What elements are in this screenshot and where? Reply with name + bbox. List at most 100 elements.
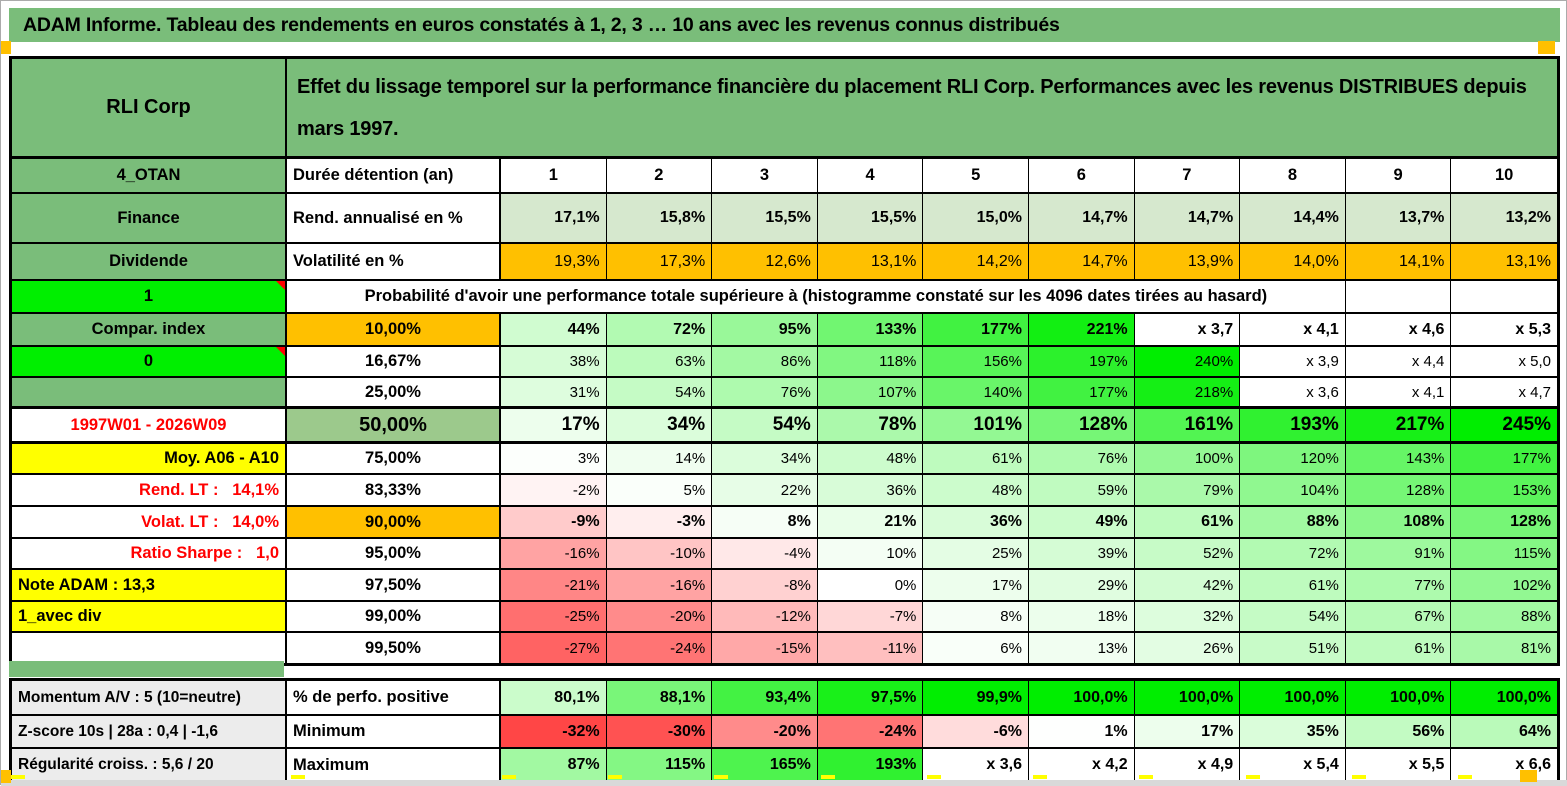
volatility-cell[interactable]: 14,1%	[1345, 244, 1452, 281]
annualized-cell[interactable]: 17,1%	[501, 194, 607, 244]
row-label-a[interactable]: 1_avec div	[12, 602, 287, 633]
row-label-a[interactable]: 0	[12, 347, 287, 378]
row-label-a[interactable]: Régularité croiss. : 5,6 / 20	[12, 749, 287, 781]
probability-cell[interactable]: 177%	[1451, 444, 1557, 475]
row-label-a[interactable]: Finance	[12, 194, 287, 244]
probability-cell[interactable]: 29%	[1028, 570, 1135, 602]
summary-cell[interactable]: 100,0%	[1451, 681, 1557, 716]
probability-cell[interactable]: 101%	[923, 409, 1029, 444]
summary-cell[interactable]: 17%	[1134, 716, 1241, 749]
probability-cell[interactable]: 72%	[1240, 539, 1346, 570]
probability-cell[interactable]: x 4,6	[1345, 314, 1452, 347]
probability-cell[interactable]: 21%	[817, 507, 924, 539]
probability-cell[interactable]: -4%	[712, 539, 818, 570]
percentile-label[interactable]: 83,33%	[287, 475, 501, 507]
summary-cell[interactable]: -20%	[712, 716, 818, 749]
summary-cell[interactable]: x 4,2	[1028, 749, 1135, 781]
summary-cell[interactable]: 93,4%	[712, 681, 818, 716]
probability-cell[interactable]: 17%	[923, 570, 1029, 602]
percentile-label[interactable]: 99,50%	[287, 633, 501, 663]
probability-cell[interactable]: 13%	[1028, 633, 1135, 663]
probability-cell[interactable]: 217%	[1345, 409, 1452, 444]
probability-cell[interactable]: 95%	[712, 314, 818, 347]
percentile-label[interactable]: 16,67%	[287, 347, 501, 378]
probability-cell[interactable]: 221%	[1028, 314, 1135, 347]
row-label-b[interactable]: Maximum	[287, 749, 501, 781]
row-label-b[interactable]: Rend. annualisé en %	[287, 194, 501, 244]
probability-cell[interactable]: 36%	[817, 475, 924, 507]
row-label-b[interactable]: Durée détention (an)	[287, 159, 501, 194]
probability-cell[interactable]: 156%	[923, 347, 1029, 378]
year-header-cell[interactable]: 8	[1240, 159, 1346, 194]
probability-cell[interactable]: 76%	[1028, 444, 1135, 475]
empty-cell[interactable]	[1345, 281, 1452, 314]
probability-cell[interactable]: -16%	[501, 539, 607, 570]
summary-cell[interactable]: 165%	[712, 749, 818, 781]
volatility-cell[interactable]: 12,6%	[712, 244, 818, 281]
probability-cell[interactable]: 54%	[606, 378, 713, 409]
probability-cell[interactable]: 100%	[1134, 444, 1241, 475]
probability-cell[interactable]: -7%	[817, 602, 924, 633]
percentile-label[interactable]: 90,00%	[287, 507, 501, 539]
probability-cell[interactable]: 81%	[1451, 633, 1557, 663]
probability-cell[interactable]: 177%	[923, 314, 1029, 347]
volatility-cell[interactable]: 13,1%	[1451, 244, 1557, 281]
year-header-cell[interactable]: 3	[712, 159, 818, 194]
summary-cell[interactable]: 115%	[606, 749, 713, 781]
percentile-label[interactable]: 50,00%	[287, 409, 501, 444]
probability-cell[interactable]: 42%	[1134, 570, 1241, 602]
row-label-a[interactable]: Momentum A/V : 5 (10=neutre)	[12, 681, 287, 716]
summary-cell[interactable]: -30%	[606, 716, 713, 749]
annualized-cell[interactable]: 15,5%	[817, 194, 924, 244]
probability-cell[interactable]: 143%	[1345, 444, 1452, 475]
probability-cell[interactable]: 26%	[1134, 633, 1241, 663]
flag-cell[interactable]: 1	[12, 281, 287, 314]
year-header-cell[interactable]: 5	[923, 159, 1029, 194]
row-label-a[interactable]: Ratio Sharpe : 1,0	[12, 539, 287, 570]
probability-cell[interactable]: -24%	[606, 633, 713, 663]
probability-cell[interactable]: 22%	[712, 475, 818, 507]
probability-cell[interactable]: 61%	[1240, 570, 1346, 602]
row-label-a[interactable]: 1997W01 - 2026W09	[12, 409, 287, 444]
probability-cell[interactable]: x 5,3	[1451, 314, 1557, 347]
probability-cell[interactable]: 115%	[1451, 539, 1557, 570]
probability-cell[interactable]: -11%	[817, 633, 924, 663]
probability-cell[interactable]: 8%	[923, 602, 1029, 633]
year-header-cell[interactable]: 6	[1028, 159, 1135, 194]
row-label-a[interactable]	[12, 378, 287, 409]
volatility-cell[interactable]: 14,0%	[1240, 244, 1346, 281]
probability-cell[interactable]: 240%	[1134, 347, 1241, 378]
probability-cell[interactable]: 76%	[712, 378, 818, 409]
summary-cell[interactable]: 100,0%	[1028, 681, 1135, 716]
probability-cell[interactable]: 79%	[1134, 475, 1241, 507]
fund-name-cell[interactable]: RLI Corp	[12, 59, 287, 159]
probability-cell[interactable]: 44%	[501, 314, 607, 347]
probability-cell[interactable]: 39%	[1028, 539, 1135, 570]
probability-cell[interactable]: 107%	[817, 378, 924, 409]
volatility-cell[interactable]: 17,3%	[606, 244, 713, 281]
row-label-b[interactable]: Minimum	[287, 716, 501, 749]
probability-cell[interactable]: 108%	[1345, 507, 1452, 539]
summary-cell[interactable]: 64%	[1451, 716, 1557, 749]
probability-cell[interactable]: 104%	[1240, 475, 1346, 507]
annualized-cell[interactable]: 13,7%	[1345, 194, 1452, 244]
summary-cell[interactable]: 56%	[1345, 716, 1452, 749]
probability-cell[interactable]: 14%	[606, 444, 713, 475]
probability-cell[interactable]: -25%	[501, 602, 607, 633]
probability-cell[interactable]: 120%	[1240, 444, 1346, 475]
summary-cell[interactable]: 100,0%	[1240, 681, 1346, 716]
summary-cell[interactable]: 1%	[1028, 716, 1135, 749]
probability-cell[interactable]: 197%	[1028, 347, 1135, 378]
summary-cell[interactable]: 100,0%	[1345, 681, 1452, 716]
summary-cell[interactable]: -24%	[817, 716, 924, 749]
row-label-b[interactable]: Volatilité en %	[287, 244, 501, 281]
probability-cell[interactable]: x 4,1	[1240, 314, 1346, 347]
probability-cell[interactable]: 72%	[606, 314, 713, 347]
summary-cell[interactable]: 35%	[1240, 716, 1346, 749]
probability-cell[interactable]: -9%	[501, 507, 607, 539]
summary-cell[interactable]: x 5,4	[1240, 749, 1346, 781]
probability-cell[interactable]: 128%	[1345, 475, 1452, 507]
probability-cell[interactable]: 61%	[923, 444, 1029, 475]
summary-cell[interactable]: 100,0%	[1134, 681, 1241, 716]
probability-cell[interactable]: 31%	[501, 378, 607, 409]
